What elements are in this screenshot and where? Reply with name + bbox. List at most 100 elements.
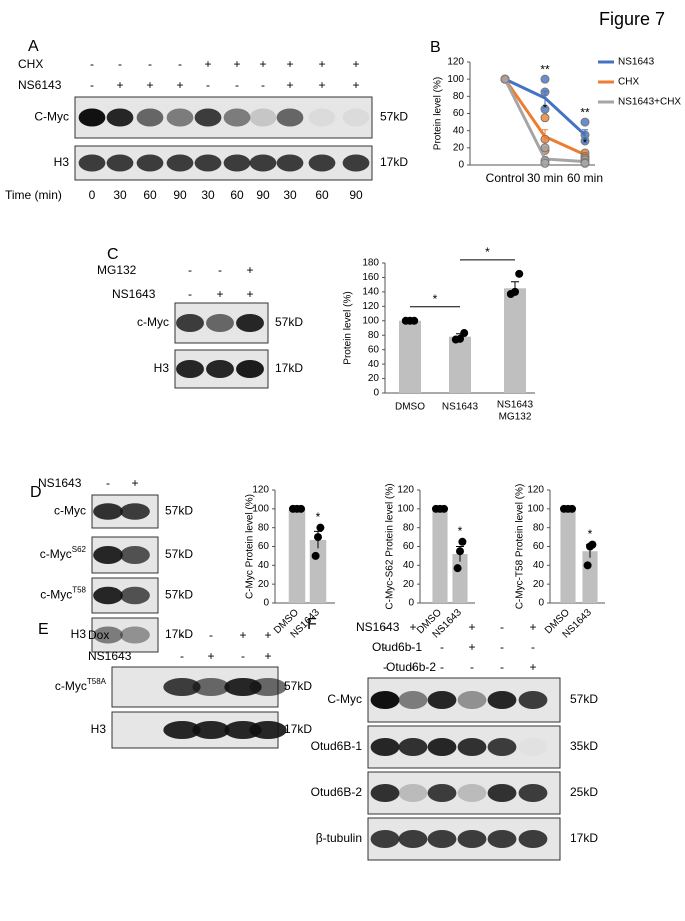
y-tick-label: 40 — [403, 560, 415, 571]
row-label: H3 — [71, 627, 87, 641]
row-name: H3 — [154, 361, 170, 375]
condition-sign: + — [216, 287, 223, 301]
row-label: Otud6B-1 — [311, 739, 363, 753]
band — [487, 691, 517, 709]
condition-sign: - — [118, 57, 122, 71]
time-value: 0 — [89, 188, 96, 202]
y-tick-label: 40 — [258, 560, 270, 571]
time-value: 30 — [283, 188, 297, 202]
condition-sign: + — [286, 78, 293, 92]
band — [427, 691, 457, 709]
y-tick-label: 20 — [403, 579, 415, 590]
data-point — [515, 269, 524, 278]
band — [176, 360, 204, 378]
condition-sign: + — [318, 78, 325, 92]
condition-sign: - — [411, 660, 415, 674]
condition-label: Otud6b-1 — [372, 640, 422, 654]
condition-sign: - — [188, 287, 192, 301]
band — [519, 738, 548, 756]
y-tick-label: 100 — [252, 503, 269, 514]
time-value: 90 — [173, 188, 187, 202]
significance: * — [485, 245, 490, 259]
bar — [288, 508, 306, 603]
y-tick-label: 0 — [373, 388, 379, 399]
condition-sign: - — [178, 57, 182, 71]
data-point — [453, 564, 462, 573]
band — [78, 154, 106, 172]
condition-sign: - — [383, 660, 387, 674]
condition-sign: - — [440, 620, 444, 634]
condition-sign: + — [131, 476, 138, 490]
condition-sign: + — [246, 287, 253, 301]
row-label: H3 — [54, 155, 70, 169]
data-point — [451, 335, 460, 344]
band — [93, 503, 123, 520]
y-tick-label: 40 — [368, 359, 380, 370]
size-label: 17kD — [284, 722, 312, 736]
condition-sign: - — [500, 640, 504, 654]
condition-sign: + — [264, 628, 271, 642]
band — [166, 108, 194, 127]
size-label: 57kD — [275, 315, 303, 329]
band — [398, 784, 428, 802]
size-label: 25kD — [570, 785, 598, 799]
band — [93, 626, 123, 644]
size-label: 57kD — [165, 504, 193, 518]
y-tick-label: 40 — [453, 125, 465, 136]
x-tick-label: NS1643 — [497, 400, 534, 411]
condition-sign: - — [209, 628, 213, 642]
time-value: 60 — [315, 188, 329, 202]
y-axis-title: Protein level (%) — [343, 291, 354, 364]
band — [249, 154, 277, 172]
band — [93, 546, 123, 564]
band — [120, 546, 150, 564]
bar — [309, 539, 327, 603]
y-axis-title: C-Myc-S62 Protein level (%) — [385, 483, 396, 609]
y-tick-label: 120 — [252, 485, 269, 496]
row-label: Otud6B-2 — [311, 785, 363, 799]
y-tick-label: 180 — [362, 258, 379, 269]
band — [427, 784, 457, 802]
condition-sign: + — [239, 628, 246, 642]
data-point — [401, 316, 410, 325]
size-label: 57kD — [284, 679, 312, 693]
row-superscript: S62 — [72, 545, 87, 554]
condition-sign: + — [204, 57, 211, 71]
panel-label: C — [107, 246, 119, 263]
panel-label: A — [28, 38, 39, 55]
data-point — [460, 329, 469, 338]
data-point — [540, 74, 550, 84]
row-name: H3 — [71, 627, 87, 641]
significance: * — [316, 510, 321, 524]
data-point — [540, 113, 550, 123]
band — [236, 360, 264, 378]
row-label: c-MycS62 — [40, 545, 87, 561]
condition-sign: + — [176, 78, 183, 92]
condition-sign: - — [90, 78, 94, 92]
band — [166, 154, 194, 172]
band — [194, 154, 222, 172]
panel-label: B — [430, 39, 441, 56]
condition-sign: + — [529, 620, 536, 634]
time-value: 30 — [113, 188, 127, 202]
row-label: H3 — [154, 361, 170, 375]
row-name: H3 — [91, 722, 107, 736]
band — [276, 154, 304, 172]
y-tick-label: 120 — [447, 57, 464, 68]
significance: * — [583, 136, 588, 150]
band — [206, 314, 234, 332]
significance: ** — [540, 62, 550, 76]
legend-label: NS1643 — [618, 57, 655, 68]
y-tick-label: 0 — [408, 598, 414, 609]
size-label: 17kD — [380, 155, 408, 169]
row-name: c-Myc — [40, 588, 72, 602]
band — [457, 784, 487, 802]
y-tick-label: 20 — [533, 579, 545, 590]
band — [236, 314, 264, 332]
row-label: c-Myc — [137, 315, 169, 329]
band — [223, 154, 251, 172]
condition-sign: - — [440, 640, 444, 654]
band — [78, 108, 106, 127]
condition-sign: - — [235, 78, 239, 92]
